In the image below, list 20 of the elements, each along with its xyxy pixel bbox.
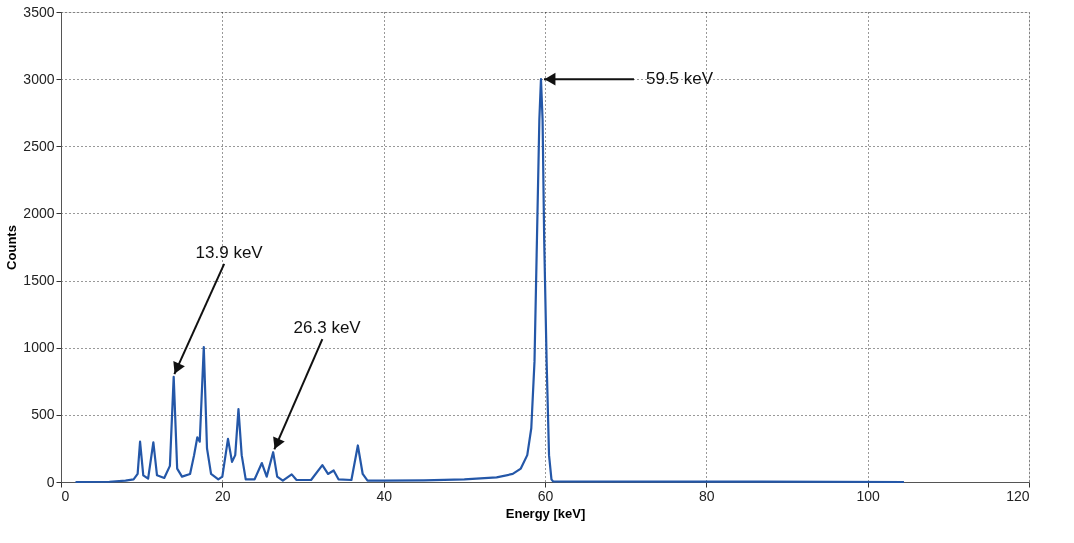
- y-tick-label: 3500: [23, 3, 55, 20]
- y-tick-label: 1000: [23, 339, 55, 356]
- y-tick-label: 1500: [23, 272, 55, 289]
- annotation: 26.3 keV: [293, 318, 362, 338]
- y-tick-label: 2000: [23, 204, 55, 221]
- x-tick-label: 0: [61, 487, 70, 504]
- x-axis-title: Energy [keV]: [505, 505, 586, 521]
- y-axis-title: Counts: [4, 225, 20, 270]
- x-tick-label: 60: [537, 487, 554, 504]
- x-tick-label: 40: [376, 487, 393, 504]
- y-tick-label: 3000: [23, 70, 55, 87]
- x-tick-label: 100: [856, 487, 881, 504]
- x-tick-label: 80: [699, 487, 715, 504]
- y-tick-label: 2500: [23, 137, 55, 154]
- annotation: 59.5 keV: [645, 69, 714, 89]
- y-tick-label: 500: [31, 406, 55, 423]
- x-tick-label: 20: [215, 487, 231, 504]
- y-tick-label: 0: [46, 473, 55, 490]
- x-tick-label: 120: [1006, 487, 1030, 504]
- annotation: 13.9 keV: [195, 242, 264, 262]
